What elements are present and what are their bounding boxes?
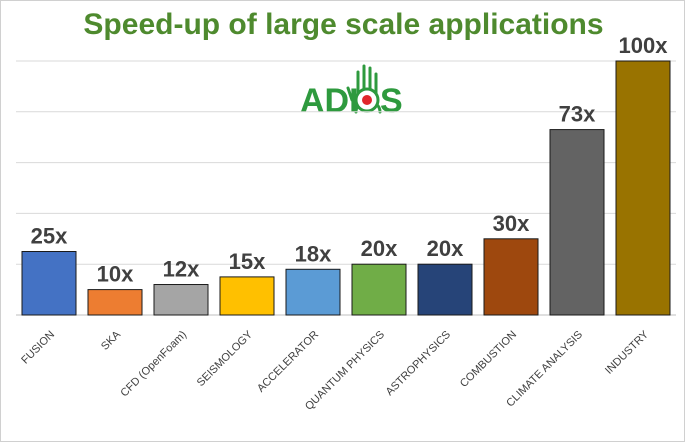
logo-text: ADI xyxy=(300,82,359,120)
bar-combustion xyxy=(483,238,539,316)
bar-climate-analysis xyxy=(549,129,605,316)
data-label: 30x xyxy=(493,211,530,236)
bar-ska xyxy=(87,289,143,316)
bar-astrophysics xyxy=(417,263,473,316)
data-label: 25x xyxy=(31,224,68,249)
x-tick-label: SEISMOLOGY xyxy=(195,328,256,389)
x-tick-label: ACCELERATOR xyxy=(255,329,321,395)
x-tick-label: SKA xyxy=(99,328,124,353)
bar-fusion xyxy=(21,251,77,316)
x-tick-label: CLIMATE ANALYSIS xyxy=(504,329,585,410)
x-tick-label: INDUSTRY xyxy=(603,328,652,377)
x-tick-label: COMBUSTION xyxy=(458,329,519,390)
bar-cfd-openfoam xyxy=(153,284,209,316)
data-label: 20x xyxy=(427,236,464,261)
chart-title: Speed-up of large scale applications xyxy=(83,8,604,41)
x-tick-label: ASTROPHYSICS xyxy=(384,329,453,398)
bar-industry xyxy=(615,60,671,316)
data-label: 100x xyxy=(619,33,669,58)
bar-accelerator xyxy=(285,268,341,316)
data-label: 12x xyxy=(163,257,200,282)
data-label: 15x xyxy=(229,249,266,274)
data-label: 20x xyxy=(361,236,398,261)
adios-logo: ADI S xyxy=(300,62,410,127)
bar-quantum-physics xyxy=(351,263,407,316)
data-label: 18x xyxy=(295,241,332,266)
logo-text-s: S xyxy=(380,82,403,120)
bar-seismology xyxy=(219,276,275,316)
data-label: 10x xyxy=(97,262,134,287)
data-label: 73x xyxy=(559,102,596,127)
logo-red-dot xyxy=(362,95,372,105)
x-tick-label: CFD (OpenFoam) xyxy=(118,329,189,400)
x-tick-label: FUSION xyxy=(19,329,57,367)
